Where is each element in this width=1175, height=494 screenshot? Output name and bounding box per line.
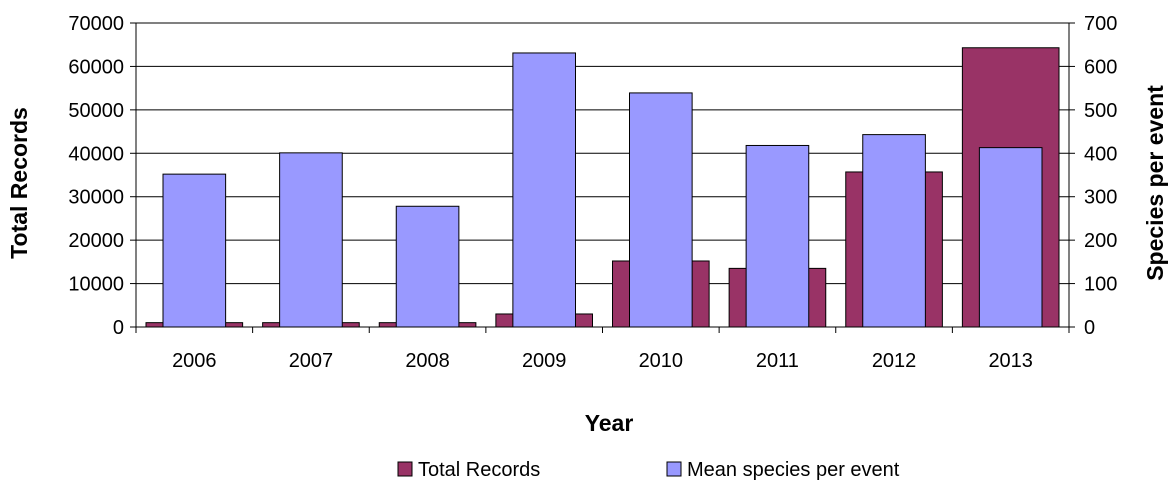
right-tick-label: 600 <box>1084 56 1117 78</box>
x-axis-title: Year <box>585 410 634 436</box>
mean-species-bars <box>162 52 1043 328</box>
bar-mean-species-2010 <box>629 92 693 328</box>
right-tick-label: 100 <box>1084 274 1117 296</box>
left-tick-label: 20000 <box>68 230 124 252</box>
right-tick-label: 0 <box>1084 317 1095 339</box>
x-tick-label: 2013 <box>988 350 1033 372</box>
right-axis-ticks: 0 100 200 300 400 500 600 700 <box>1069 13 1117 339</box>
bar-mean-species-2011 <box>745 144 810 328</box>
right-axis-title: Species per event <box>1142 85 1168 281</box>
x-tick-label: 2010 <box>639 350 684 372</box>
left-tick-label: 60000 <box>68 56 124 78</box>
legend-swatch-total-records <box>397 461 413 477</box>
bar-mean-species-2006 <box>162 173 227 328</box>
bar-mean-species-2009 <box>512 52 576 328</box>
x-tick-label: 2006 <box>172 350 217 372</box>
left-tick-label: 40000 <box>68 143 124 165</box>
legend: Total Records Mean species per event <box>397 459 900 481</box>
right-tick-label: 400 <box>1084 143 1117 165</box>
left-tick-label: 10000 <box>68 274 124 296</box>
left-axis-ticks: 0 10000 20000 30000 40000 50000 60000 70000 <box>68 13 136 339</box>
left-tick-label: 30000 <box>68 187 124 209</box>
bar-mean-species-2013 <box>978 147 1043 328</box>
x-tick-label: 2008 <box>405 350 450 372</box>
x-tick-label: 2007 <box>289 350 334 372</box>
left-tick-label: 70000 <box>68 13 124 35</box>
right-tick-label: 300 <box>1084 187 1117 209</box>
x-tick-label: 2009 <box>522 350 567 372</box>
right-tick-label: 200 <box>1084 230 1117 252</box>
left-tick-label: 50000 <box>68 100 124 122</box>
x-tick-label: 2011 <box>756 350 799 372</box>
right-tick-label: 500 <box>1084 100 1117 122</box>
left-axis-title: Total Records <box>6 107 32 259</box>
legend-label-mean-species: Mean species per event <box>687 459 900 481</box>
x-axis-ticks: 2006 2007 2008 2009 2010 2011 2012 2013 <box>135 327 1070 372</box>
right-tick-label: 700 <box>1084 13 1117 35</box>
bar-mean-species-2012 <box>862 134 926 328</box>
x-tick-label: 2012 <box>872 350 917 372</box>
bar-mean-species-2007 <box>279 152 343 328</box>
legend-swatch-mean-species <box>666 461 682 477</box>
left-tick-label: 0 <box>113 317 124 339</box>
legend-label-total-records: Total Records <box>418 459 540 481</box>
bar-mean-species-2008 <box>395 205 460 328</box>
